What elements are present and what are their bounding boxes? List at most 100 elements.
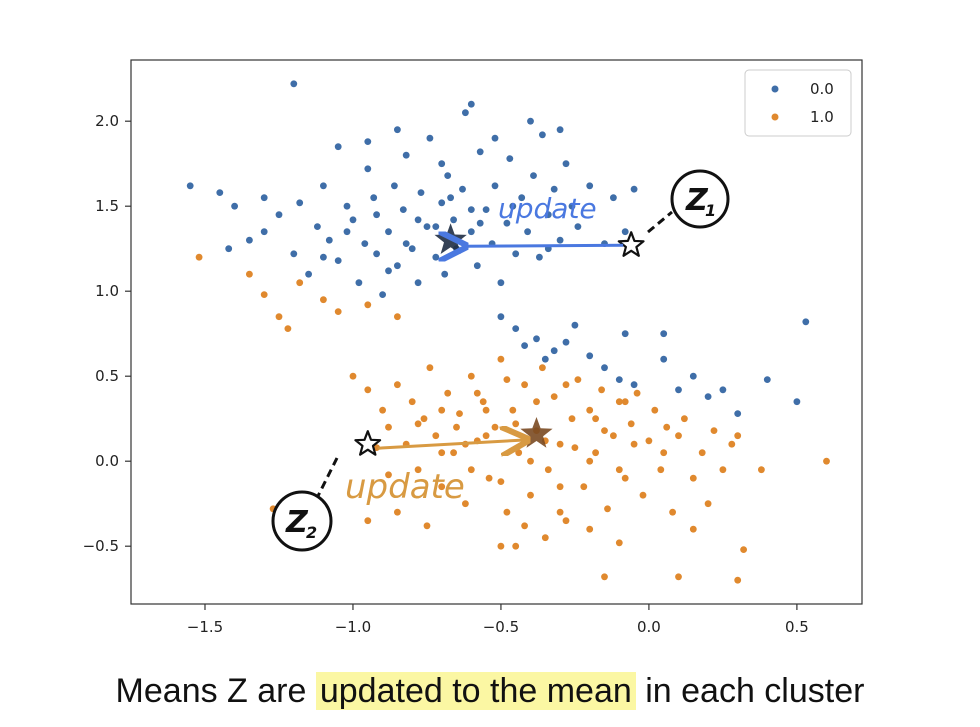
data-point-series-0 — [497, 279, 505, 287]
data-point-series-1 — [467, 466, 475, 474]
legend-label-1: 1.0 — [810, 108, 834, 126]
data-point-series-0 — [320, 182, 327, 190]
data-point-series-1 — [586, 406, 594, 414]
data-point-series-0 — [379, 291, 386, 298]
data-point-series-1 — [385, 471, 392, 479]
data-point-series-1 — [479, 398, 487, 406]
data-point-series-1 — [497, 542, 505, 550]
data-point-series-1 — [246, 270, 253, 278]
data-point-series-1 — [669, 508, 676, 516]
data-point-series-1 — [630, 440, 638, 448]
data-point-series-0 — [660, 355, 668, 363]
data-point-series-1 — [521, 522, 528, 530]
data-point-series-0 — [497, 313, 505, 321]
update-arrow-z2 — [377, 440, 525, 448]
data-point-series-0 — [186, 182, 194, 190]
data-point-series-1 — [657, 466, 665, 474]
data-point-series-0 — [394, 262, 401, 270]
caption-after: in each cluster — [635, 672, 865, 710]
data-point-series-0 — [231, 202, 239, 210]
data-point-series-1 — [364, 301, 372, 309]
data-point-series-0 — [305, 270, 312, 278]
data-point-series-0 — [568, 202, 576, 210]
data-point-series-0 — [296, 199, 304, 207]
data-point-series-1 — [473, 389, 481, 397]
data-point-series-1 — [550, 393, 558, 400]
z2-circle — [271, 490, 333, 552]
data-point-series-1 — [450, 449, 457, 457]
data-point-series-0 — [373, 250, 380, 258]
data-point-series-1 — [568, 415, 576, 423]
legend: 0.0 1.0 — [744, 69, 852, 137]
data-point-series-1 — [586, 457, 594, 465]
data-point-series-0 — [556, 126, 564, 134]
data-point-series-1 — [660, 449, 668, 457]
data-point-series-0 — [630, 185, 638, 193]
data-point-series-1 — [438, 449, 446, 457]
data-point-series-1 — [275, 313, 283, 321]
data-point-series-0 — [290, 80, 298, 88]
data-point-series-0 — [521, 342, 528, 349]
x-tick-label: −1.5 — [187, 618, 223, 636]
legend-marker-0 — [771, 85, 779, 93]
data-point-series-0 — [503, 219, 511, 227]
data-point-series-1 — [651, 406, 659, 414]
data-point-series-0 — [394, 126, 401, 134]
data-point-series-1 — [320, 296, 327, 304]
data-point-series-0 — [438, 199, 446, 207]
data-point-series-1 — [544, 466, 552, 474]
data-point-series-1 — [615, 466, 623, 474]
data-point-series-1 — [539, 364, 546, 372]
data-point-series-0 — [216, 189, 224, 197]
data-point-series-0 — [467, 228, 475, 236]
data-point-series-1 — [364, 517, 372, 525]
data-point-series-1 — [675, 432, 682, 440]
data-point-series-0 — [260, 194, 268, 202]
data-point-series-0 — [426, 134, 434, 142]
data-point-series-1 — [675, 573, 682, 581]
data-point-series-1 — [334, 308, 342, 315]
data-point-series-0 — [544, 211, 552, 219]
data-point-series-0 — [524, 228, 531, 236]
data-point-series-1 — [426, 364, 434, 372]
initial-centroid-star-1 — [354, 430, 382, 456]
data-point-series-0 — [476, 219, 484, 227]
data-point-series-0 — [719, 386, 727, 394]
data-point-series-1 — [385, 423, 392, 431]
data-point-series-1 — [698, 449, 706, 457]
x-tick-label: −1.0 — [335, 618, 371, 636]
data-point-series-1 — [681, 415, 688, 423]
data-point-series-0 — [417, 189, 425, 197]
data-point-series-0 — [574, 223, 582, 231]
data-point-series-0 — [601, 364, 608, 372]
data-point-series-1 — [627, 420, 635, 428]
data-point-series-1 — [527, 457, 534, 465]
data-point-series-0 — [802, 318, 810, 326]
data-point-series-0 — [630, 381, 638, 389]
y-tick-label: 1.0 — [95, 282, 119, 300]
data-point-series-0 — [370, 194, 378, 202]
data-point-series-1 — [556, 508, 564, 516]
updated-centroid-star-1 — [520, 417, 553, 448]
data-point-series-1 — [438, 406, 446, 414]
data-point-series-1 — [379, 406, 386, 414]
update-arrow-z1 — [463, 245, 624, 246]
data-point-series-1 — [758, 466, 765, 474]
data-point-series-0 — [689, 372, 697, 380]
legend-box — [744, 69, 852, 137]
data-point-series-0 — [364, 138, 372, 146]
data-point-series-0 — [541, 355, 549, 363]
data-point-series-1 — [462, 500, 469, 508]
data-point-series-1 — [562, 517, 570, 525]
data-point-series-0 — [562, 160, 570, 168]
data-point-series-0 — [527, 117, 534, 125]
data-point-series-0 — [518, 194, 526, 202]
data-point-series-0 — [491, 182, 499, 190]
data-point-series-1 — [444, 389, 452, 397]
data-point-series-0 — [290, 250, 298, 258]
y-tick-label: −0.5 — [83, 537, 119, 555]
data-point-series-1 — [734, 432, 742, 440]
data-point-series-0 — [444, 172, 452, 180]
data-point-series-0 — [467, 206, 475, 214]
data-point-series-1 — [610, 432, 617, 440]
